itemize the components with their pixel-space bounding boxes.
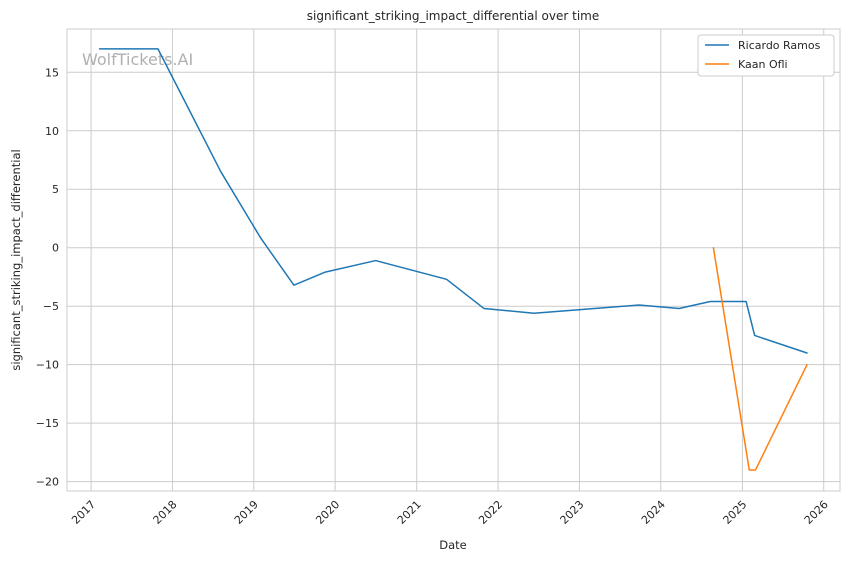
- x-tick-label: 2020: [313, 498, 342, 527]
- y-tick-label: 5: [52, 183, 59, 196]
- legend-box: [697, 34, 835, 77]
- x-axis-label: Date: [439, 538, 467, 552]
- series-line-ricardo-ramos: [98, 48, 808, 354]
- legend-label-ricardo-ramos: Ricardo Ramos: [738, 39, 821, 52]
- x-tick-labels: 2017 2018 2019 2020 2021 2022 2023 2024 2025 2026: [69, 498, 831, 527]
- vertical-gridlines: [90, 29, 825, 491]
- x-tick-label: 2017: [69, 498, 98, 527]
- y-tick-label: −15: [36, 417, 59, 430]
- plot-frame: [66, 28, 841, 492]
- y-tick-label: 15: [45, 66, 59, 79]
- x-tick-label: 2024: [639, 498, 668, 527]
- y-tick-label: −20: [36, 476, 59, 489]
- series-layer: [98, 48, 808, 471]
- x-tick-label: 2025: [721, 498, 750, 527]
- series-line-kaan-ofli: [712, 246, 808, 471]
- y-tick-label: 0: [52, 242, 59, 255]
- x-tick-label: 2021: [395, 498, 424, 527]
- y-tick-labels: 15 10 5 0 −5 −10 −15 −20: [36, 66, 59, 488]
- y-tick-label: −5: [43, 300, 59, 313]
- watermark: WolfTickets.AI: [82, 50, 193, 69]
- x-tick-label: 2019: [232, 498, 261, 527]
- y-tick-label: 10: [45, 125, 59, 138]
- plot-background: [67, 29, 840, 491]
- legend: Ricardo Ramos Kaan Ofli: [697, 34, 835, 77]
- x-tick-label: 2022: [476, 498, 505, 527]
- x-tick-label: 2018: [151, 498, 180, 527]
- x-tick-label: 2026: [802, 498, 831, 527]
- chart-title: significant_striking_impact_differential…: [307, 9, 599, 23]
- y-axis-label: significant_striking_impact_differential: [9, 149, 23, 370]
- legend-label-kaan-ofli: Kaan Ofli: [738, 58, 788, 71]
- y-tick-label: −10: [36, 359, 59, 372]
- x-tick-label: 2023: [558, 498, 587, 527]
